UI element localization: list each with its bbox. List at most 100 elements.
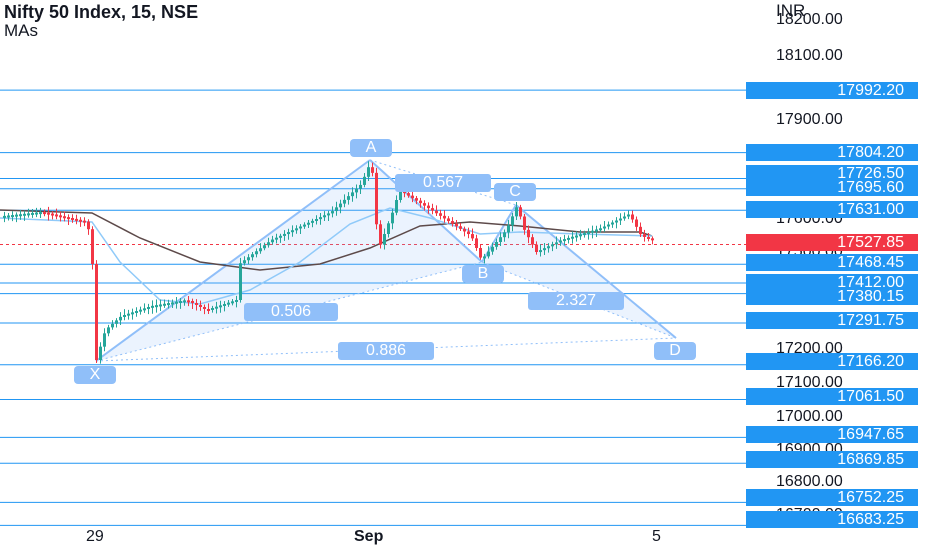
candle-body (431, 208, 434, 211)
candle-body (427, 205, 430, 209)
candle-body (387, 223, 390, 234)
candle-body (471, 234, 474, 239)
symbol-title[interactable]: Nifty 50 Index, 15, NSE (4, 2, 199, 22)
candle-body (295, 228, 298, 231)
candle-body (371, 167, 374, 173)
candle-body (15, 214, 18, 217)
pattern-point-b[interactable]: B (462, 265, 504, 283)
candle-body (423, 203, 426, 206)
candle-body (415, 198, 418, 201)
candle-body (35, 212, 38, 215)
level-label[interactable]: 17804.20 (746, 144, 918, 161)
candle-body (31, 212, 34, 215)
price-tick: 17100.00 (776, 374, 843, 391)
ratio-label-ac[interactable]: 0.567 (395, 174, 491, 192)
candle-body (123, 315, 126, 317)
candle-body (219, 305, 222, 308)
candle-body (183, 300, 186, 303)
candle-body (279, 235, 282, 238)
indicator-label[interactable]: MAs (4, 21, 38, 40)
candle-body (191, 301, 194, 303)
pattern-point-a[interactable]: A (350, 139, 392, 157)
candle-body (555, 242, 558, 245)
candle-body (91, 229, 94, 264)
candle-body (283, 233, 286, 236)
price-tick: 18100.00 (776, 47, 843, 64)
candle-body (23, 213, 26, 216)
level-label[interactable]: 17726.50 (746, 165, 918, 182)
last-price-label[interactable]: 17527.85 (746, 234, 918, 251)
candle-body (499, 237, 502, 242)
candle-body (75, 218, 78, 221)
candle-body (535, 244, 538, 252)
ratio-label-xb[interactable]: 0.506 (244, 303, 338, 321)
candle-body (647, 237, 650, 239)
level-label[interactable]: 17061.50 (746, 388, 918, 405)
candle-body (251, 254, 254, 258)
candle-body (223, 304, 226, 306)
candle-body (315, 219, 318, 221)
candle-body (299, 226, 302, 229)
level-label[interactable]: 17468.45 (746, 254, 918, 271)
ratio-label-bd[interactable]: 2.327 (528, 292, 624, 310)
candle-body (11, 215, 14, 218)
level-label[interactable]: 16869.85 (746, 451, 918, 468)
candle-body (631, 214, 634, 220)
pattern-leg (515, 204, 677, 339)
level-label[interactable]: 17631.00 (746, 201, 918, 218)
level-label[interactable]: 17291.75 (746, 312, 918, 329)
candle-body (143, 308, 146, 311)
candle-body (363, 176, 366, 185)
candle-body (79, 219, 82, 222)
pattern-point-x[interactable]: X (74, 366, 116, 384)
candle-body (271, 239, 274, 243)
candle-body (39, 212, 42, 215)
candle-body (443, 215, 446, 219)
candle-body (531, 237, 534, 245)
candle-body (27, 213, 30, 216)
level-label[interactable]: 17992.20 (746, 82, 918, 99)
level-label[interactable]: 16752.25 (746, 489, 918, 506)
price-tick: 16800.00 (776, 473, 843, 490)
ratio-label-xd[interactable]: 0.886 (338, 342, 434, 360)
level-label[interactable]: 16683.25 (746, 511, 918, 528)
candle-body (447, 218, 450, 222)
candle-body (395, 200, 398, 213)
candle-body (155, 305, 158, 308)
candle-body (459, 226, 462, 229)
candle-body (619, 218, 622, 221)
candle-body (179, 301, 182, 304)
candle-body (539, 250, 542, 253)
candle-body (467, 231, 470, 235)
pattern-triangle-bcd (482, 205, 676, 338)
level-label[interactable]: 17380.15 (746, 288, 918, 305)
candle-body (523, 216, 526, 230)
candle-body (611, 222, 614, 225)
candle-body (355, 188, 358, 193)
candle-body (643, 234, 646, 237)
candle-body (107, 327, 110, 334)
candle-body (259, 248, 262, 252)
candle-body (167, 303, 170, 306)
candle-body (19, 214, 22, 217)
candle-body (383, 234, 386, 245)
candle-body (451, 221, 454, 224)
candle-body (607, 224, 610, 227)
level-label[interactable]: 17695.60 (746, 179, 918, 196)
level-label[interactable]: 17412.00 (746, 274, 918, 291)
candle-body (335, 207, 338, 212)
candle-body (211, 308, 214, 310)
level-label[interactable]: 16947.65 (746, 426, 918, 443)
candle-body (475, 238, 478, 248)
price-tick: 17000.00 (776, 408, 843, 425)
candle-body (199, 305, 202, 307)
candle-body (435, 210, 438, 214)
level-label[interactable]: 17166.20 (746, 353, 918, 370)
candle-body (567, 237, 570, 240)
candle-body (147, 307, 150, 309)
candle-body (71, 218, 74, 220)
candle-body (615, 220, 618, 223)
pattern-point-c[interactable]: C (494, 183, 536, 201)
pattern-point-d[interactable]: D (654, 342, 696, 360)
candle-body (3, 215, 6, 218)
